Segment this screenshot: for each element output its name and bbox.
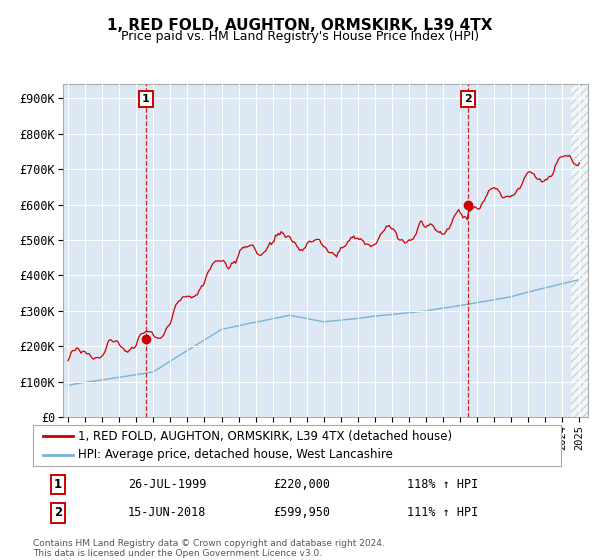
Text: 1, RED FOLD, AUGHTON, ORMSKIRK, L39 4TX (detached house): 1, RED FOLD, AUGHTON, ORMSKIRK, L39 4TX … <box>78 430 452 442</box>
Text: HPI: Average price, detached house, West Lancashire: HPI: Average price, detached house, West… <box>78 449 393 461</box>
Text: £220,000: £220,000 <box>273 478 330 491</box>
Text: 118% ↑ HPI: 118% ↑ HPI <box>407 478 478 491</box>
Text: 1: 1 <box>54 478 62 491</box>
Text: Contains HM Land Registry data © Crown copyright and database right 2024.
This d: Contains HM Land Registry data © Crown c… <box>33 539 385 558</box>
Text: 26-JUL-1999: 26-JUL-1999 <box>128 478 206 491</box>
Text: 2: 2 <box>464 94 472 104</box>
Text: 1, RED FOLD, AUGHTON, ORMSKIRK, L39 4TX: 1, RED FOLD, AUGHTON, ORMSKIRK, L39 4TX <box>107 18 493 33</box>
Text: 2: 2 <box>54 506 62 519</box>
Text: Price paid vs. HM Land Registry's House Price Index (HPI): Price paid vs. HM Land Registry's House … <box>121 30 479 43</box>
Text: 1: 1 <box>142 94 150 104</box>
Text: 111% ↑ HPI: 111% ↑ HPI <box>407 506 478 519</box>
Text: £599,950: £599,950 <box>273 506 330 519</box>
Text: 15-JUN-2018: 15-JUN-2018 <box>128 506 206 519</box>
